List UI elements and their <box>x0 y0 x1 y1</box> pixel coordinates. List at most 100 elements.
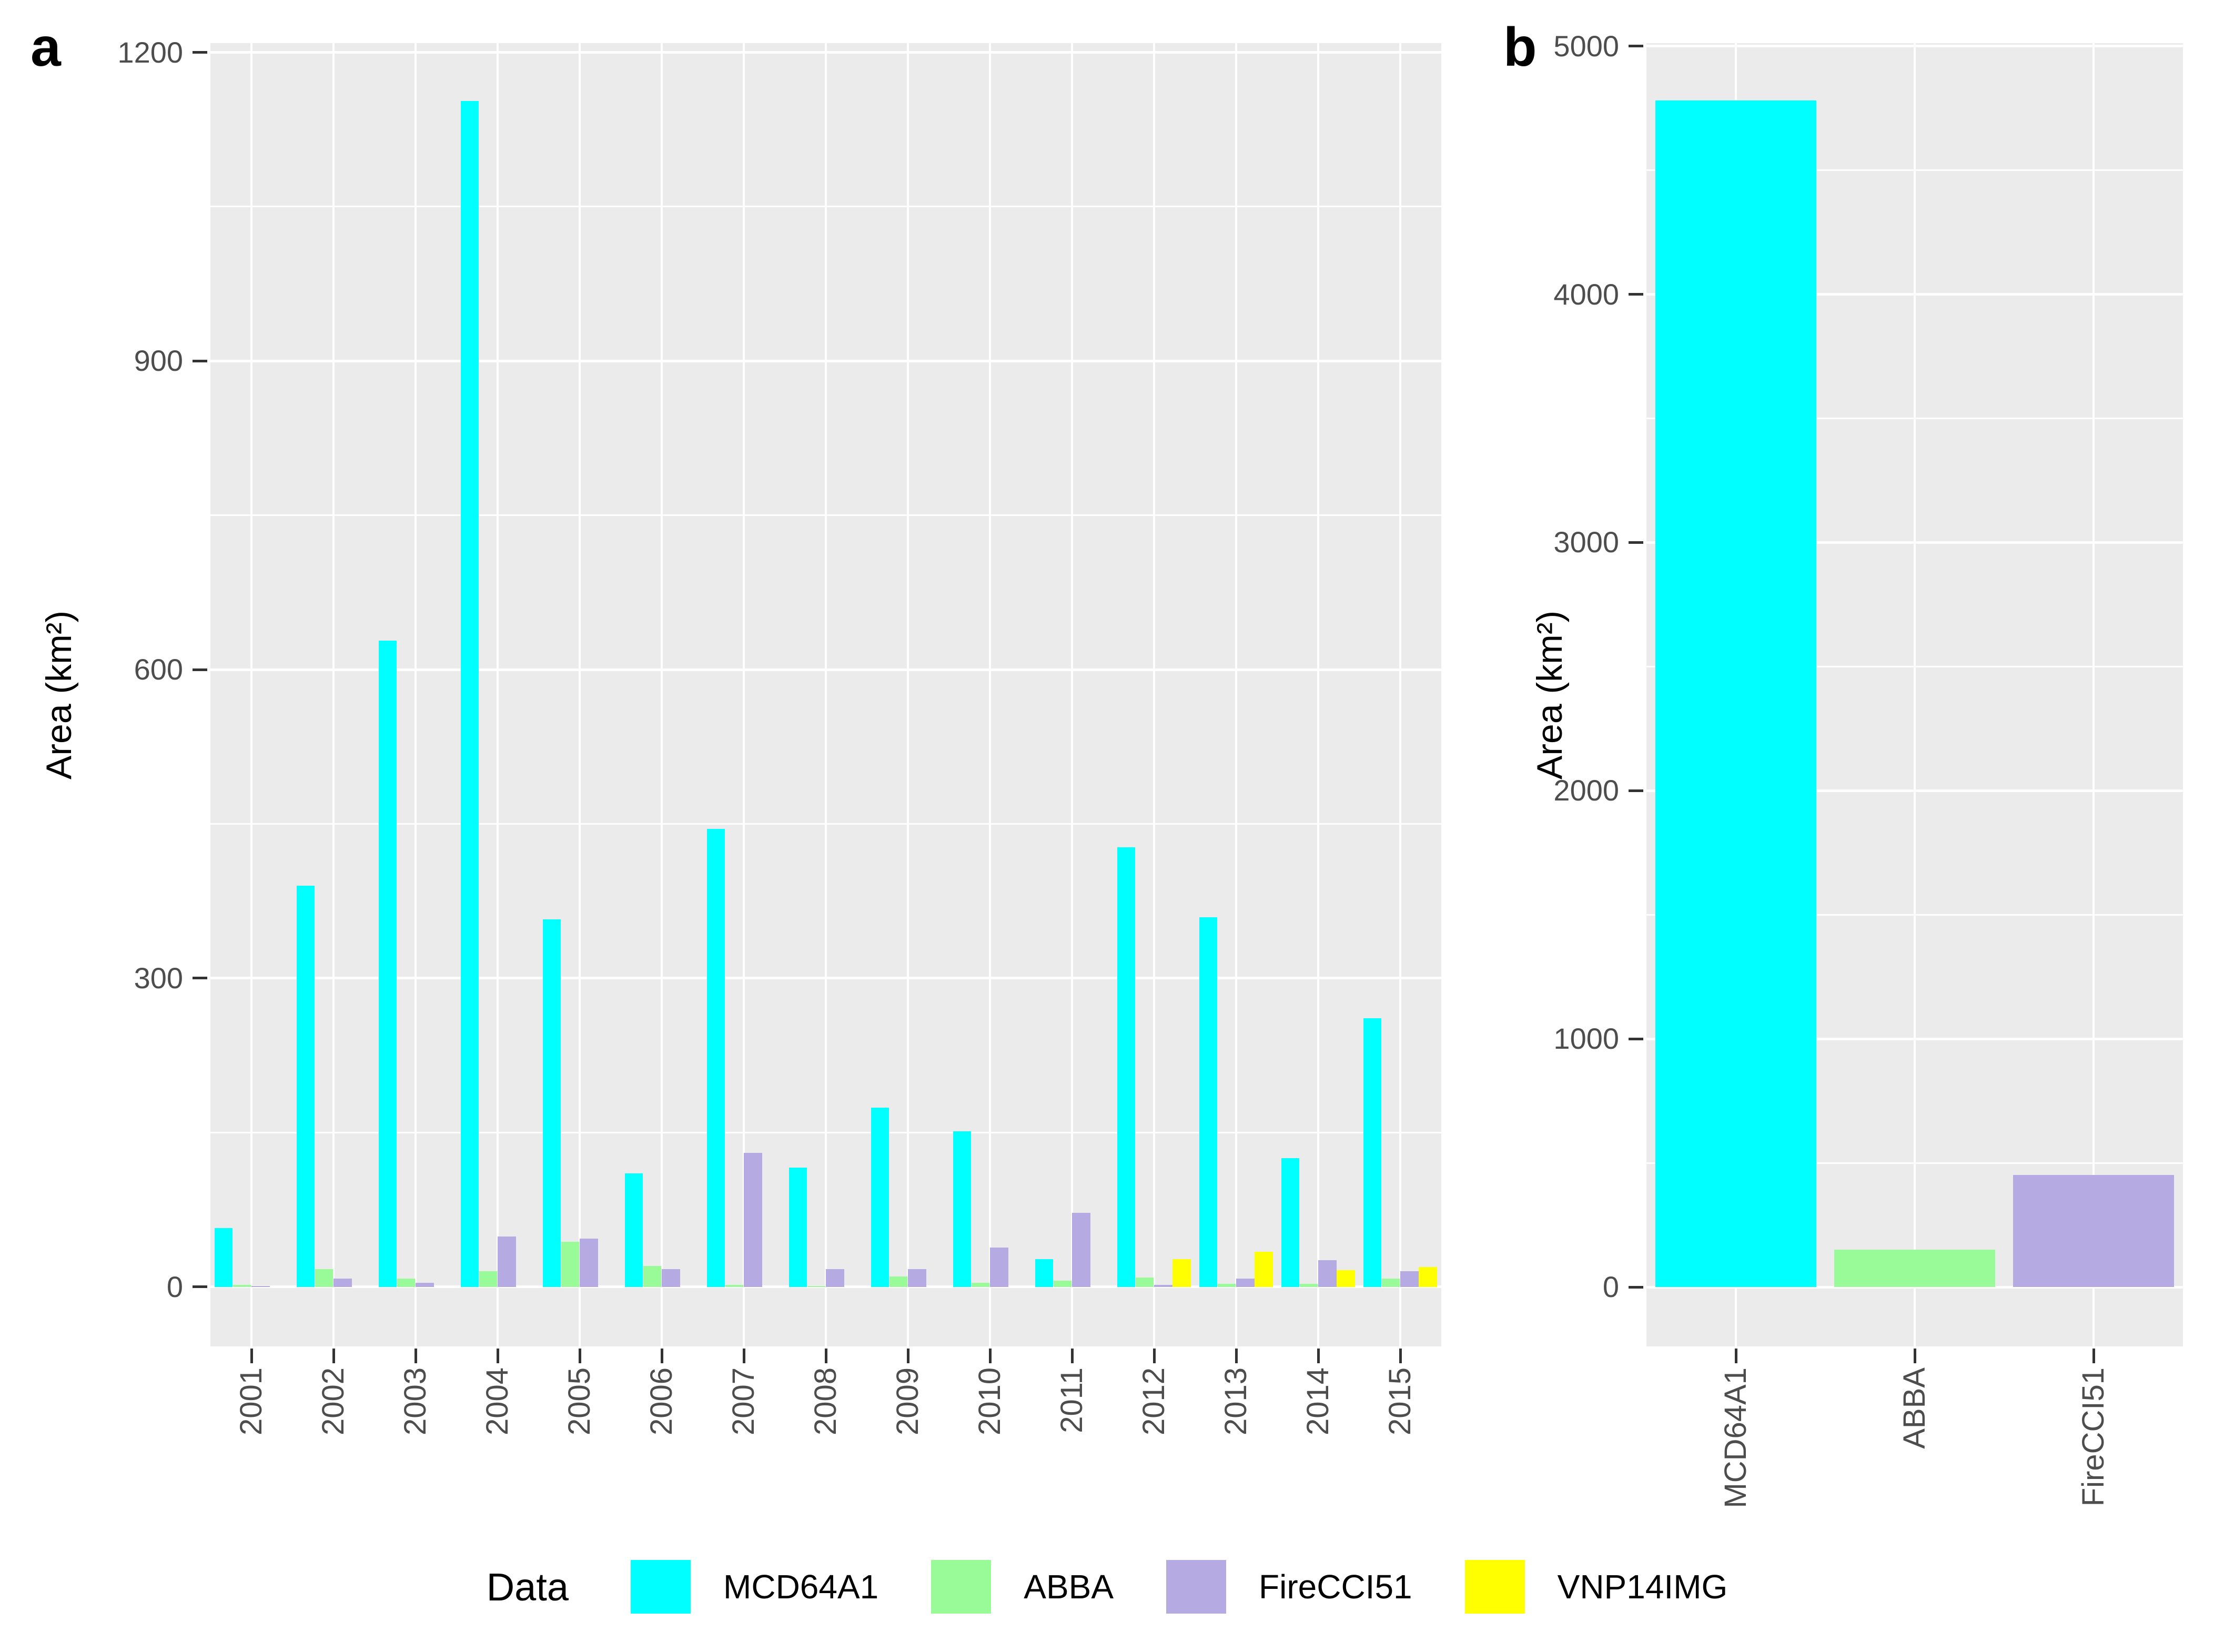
gridline-vertical <box>743 43 745 1346</box>
bar-abba <box>479 1271 498 1287</box>
x-tick-label: 2012 <box>1137 1367 1171 1436</box>
bar-abba <box>315 1269 333 1287</box>
y-tick-mark <box>1629 789 1643 792</box>
bar-mcd64a1 <box>1199 917 1218 1287</box>
gridline-vertical <box>1235 43 1237 1346</box>
bar-vnp14img <box>1337 1270 1355 1287</box>
x-tick-label: 2006 <box>644 1367 679 1436</box>
legend-entry-vnp14img: VNP14IMG <box>1464 1560 1727 1614</box>
x-tick-mark <box>414 1349 417 1363</box>
x-tick-label: 2010 <box>973 1367 1007 1436</box>
panel-b: b Area (km²) 0 1000 2000 3000 4000 5000 MCD64A… <box>1473 0 2214 1652</box>
x-tick-mark <box>1070 1349 1074 1363</box>
y-tick-label: 1000 <box>1553 1022 1619 1056</box>
y-tick-label: 1200 <box>117 35 183 69</box>
y-tick-label: 600 <box>134 653 183 686</box>
y-tick-label: 4000 <box>1553 277 1619 311</box>
y-tick-label: 5000 <box>1553 29 1619 63</box>
gridline-vertical <box>661 43 663 1346</box>
x-tick-mark <box>1399 1349 1402 1363</box>
gridline-vertical <box>497 43 499 1346</box>
panel-a-letter: a <box>31 17 61 78</box>
gridline-vertical <box>579 43 581 1346</box>
bar-mcd64a1 <box>871 1108 889 1287</box>
legend-entry-firecci51: FireCCI51 <box>1166 1560 1412 1614</box>
panel-b-y-axis-title: Area (km²) <box>1530 610 1570 779</box>
panel-a-plot-area <box>210 43 1441 1346</box>
y-tick-label: 300 <box>134 961 183 995</box>
legend-label-firecci51: FireCCI51 <box>1259 1568 1412 1606</box>
panel-b-letter: b <box>1503 17 1537 78</box>
x-tick-mark <box>1153 1349 1156 1363</box>
bar-firecci51 <box>416 1282 434 1287</box>
bar-mcd64a1 <box>706 829 725 1287</box>
x-tick-mark <box>1235 1349 1238 1363</box>
legend-entry-mcd64a1: MCD64A1 <box>631 1560 878 1614</box>
bar-abba <box>397 1278 416 1287</box>
x-tick-mark <box>1913 1349 1916 1363</box>
y-tick-mark <box>1629 541 1643 544</box>
gridline-vertical <box>825 43 827 1346</box>
panel-a-y-axis-title: Area (km²) <box>39 610 79 779</box>
bar-firecci51 <box>498 1236 516 1287</box>
bar-firecci51 <box>744 1153 762 1287</box>
legend-entry-abba: ABBA <box>931 1560 1114 1614</box>
bar-mcd64a1 <box>953 1131 972 1287</box>
gridline-vertical <box>2092 43 2095 1346</box>
gridline-vertical <box>332 43 335 1346</box>
y-tick-label: 3000 <box>1553 525 1619 559</box>
y-tick-mark <box>193 359 207 362</box>
x-tick-label: 2003 <box>398 1367 432 1436</box>
x-tick-label: 2014 <box>1301 1367 1335 1436</box>
legend-swatch-vnp14img <box>1464 1560 1525 1614</box>
x-tick-label: FireCCI51 <box>2076 1367 2110 1507</box>
bar-abba <box>561 1241 580 1287</box>
bar-abba <box>232 1284 251 1287</box>
x-tick-mark <box>742 1349 745 1363</box>
bar-firecci51 <box>580 1238 598 1287</box>
legend-title: Data <box>486 1565 569 1609</box>
bar-abba <box>643 1266 662 1287</box>
y-tick-mark <box>1629 1037 1643 1040</box>
y-tick-mark <box>193 51 207 54</box>
bar-abba <box>1299 1283 1318 1287</box>
bar-mcd64a1 <box>1363 1018 1382 1287</box>
x-tick-label: 2007 <box>726 1367 761 1436</box>
gridline-vertical <box>250 43 252 1346</box>
bar-firecci51 <box>1400 1271 1419 1287</box>
bar-firecci51 <box>1318 1260 1337 1287</box>
bar-mcd64a1 <box>1035 1259 1054 1287</box>
y-tick-label: 2000 <box>1553 774 1619 807</box>
bar-vnp14img <box>1172 1259 1191 1287</box>
gridline-vertical <box>1153 43 1155 1346</box>
gridline-vertical <box>907 43 909 1346</box>
bar-mcd64a1 <box>624 1173 643 1287</box>
bar-abba <box>889 1276 908 1287</box>
gridline-vertical <box>1317 43 1319 1346</box>
y-tick-mark <box>1629 1285 1643 1289</box>
x-tick-label: 2001 <box>234 1367 268 1436</box>
bar-abba <box>971 1282 990 1287</box>
y-tick-mark <box>193 668 207 671</box>
x-tick-mark <box>824 1349 827 1363</box>
bar-abba <box>1381 1278 1400 1287</box>
gridline-vertical <box>1399 43 1401 1346</box>
bar-mcd64a1 <box>378 641 397 1287</box>
bar-firecci51 <box>333 1278 352 1287</box>
x-tick-mark <box>578 1349 581 1363</box>
bar-mcd64a1 <box>214 1228 233 1287</box>
x-tick-mark <box>2092 1349 2095 1363</box>
x-tick-mark <box>1734 1349 1737 1363</box>
x-tick-label: 2004 <box>480 1367 514 1436</box>
bar-vnp14img <box>1255 1252 1273 1287</box>
bar-abba <box>1135 1277 1154 1287</box>
bar-firecci51 <box>1154 1284 1172 1287</box>
panel-b-plot-area <box>1646 43 2183 1346</box>
gridline-vertical <box>1071 43 1073 1346</box>
bar-mcd64a1 <box>1655 100 1816 1288</box>
bar-firecci51 <box>1236 1278 1255 1287</box>
x-tick-label: 2005 <box>562 1367 597 1436</box>
legend-label-abba: ABBA <box>1024 1568 1114 1606</box>
bar-mcd64a1 <box>1281 1158 1300 1287</box>
